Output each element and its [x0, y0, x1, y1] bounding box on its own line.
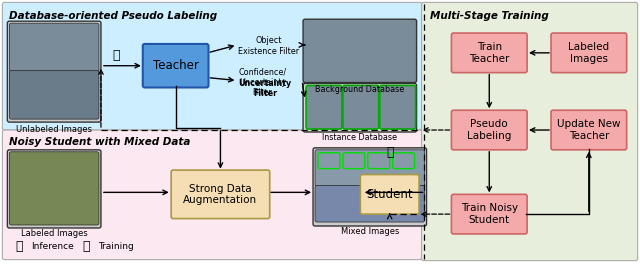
Text: Uncertainty
Filter: Uncertainty Filter [238, 79, 292, 98]
FancyBboxPatch shape [315, 150, 424, 186]
Text: Train
Teacher: Train Teacher [469, 42, 509, 64]
FancyBboxPatch shape [422, 2, 637, 261]
FancyBboxPatch shape [3, 130, 422, 260]
Text: Train Noisy
Student: Train Noisy Student [461, 203, 518, 225]
Text: Update New
Teacher: Update New Teacher [557, 119, 621, 141]
Text: 🔒: 🔒 [83, 240, 90, 253]
Text: Strong Data
Augmentation: Strong Data Augmentation [184, 183, 257, 205]
FancyBboxPatch shape [3, 2, 422, 130]
Text: Student: Student [366, 188, 413, 201]
FancyBboxPatch shape [551, 33, 627, 73]
Text: Object
Existence Filter: Object Existence Filter [238, 36, 300, 56]
FancyBboxPatch shape [171, 170, 269, 219]
FancyBboxPatch shape [306, 86, 342, 129]
Text: Teacher: Teacher [153, 59, 198, 72]
FancyBboxPatch shape [551, 110, 627, 150]
FancyBboxPatch shape [8, 21, 101, 122]
Text: Confidence/
Uncertainty
Filter: Confidence/ Uncertainty Filter [238, 68, 287, 97]
Text: 🔒: 🔒 [112, 49, 120, 62]
FancyBboxPatch shape [8, 150, 101, 228]
Text: Database-oriented Pseudo Labeling: Database-oriented Pseudo Labeling [10, 11, 218, 21]
Text: Background Database: Background Database [316, 86, 404, 95]
FancyBboxPatch shape [303, 83, 417, 132]
FancyBboxPatch shape [451, 194, 527, 234]
FancyBboxPatch shape [10, 152, 99, 225]
Text: Instance Database: Instance Database [323, 133, 397, 142]
FancyBboxPatch shape [143, 44, 209, 87]
Text: 🔒: 🔒 [386, 146, 394, 159]
Text: Multi-Stage Training: Multi-Stage Training [429, 11, 548, 21]
FancyBboxPatch shape [360, 175, 419, 214]
Text: Mixed Images: Mixed Images [340, 227, 399, 236]
Text: Inference: Inference [31, 242, 74, 251]
FancyBboxPatch shape [315, 185, 424, 222]
Text: Labeled Images: Labeled Images [20, 229, 88, 238]
FancyBboxPatch shape [10, 23, 99, 72]
FancyBboxPatch shape [313, 148, 426, 226]
Text: Unlabeled Images: Unlabeled Images [16, 125, 92, 134]
FancyBboxPatch shape [380, 86, 415, 129]
FancyBboxPatch shape [451, 33, 527, 73]
Text: Labeled
Images: Labeled Images [568, 42, 609, 64]
Text: Training: Training [98, 242, 134, 251]
FancyBboxPatch shape [451, 110, 527, 150]
FancyBboxPatch shape [343, 86, 379, 129]
Text: Noisy Student with Mixed Data: Noisy Student with Mixed Data [10, 137, 191, 147]
Text: Pseudo
Labeling: Pseudo Labeling [467, 119, 511, 141]
FancyBboxPatch shape [10, 71, 99, 119]
Text: 🔒: 🔒 [15, 240, 23, 253]
FancyBboxPatch shape [303, 19, 417, 83]
